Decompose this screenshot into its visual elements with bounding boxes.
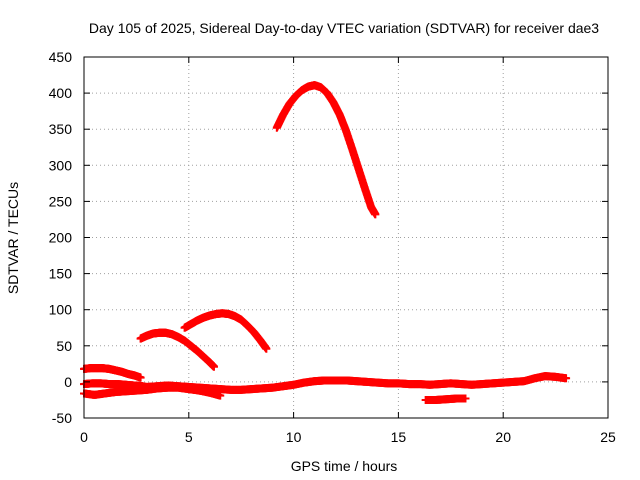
x-tick-label: 20: [495, 429, 511, 445]
y-tick-label: 450: [49, 49, 73, 65]
data-point: [136, 373, 145, 382]
series-arc-low-5: [421, 394, 470, 404]
x-tick-label: 5: [185, 429, 193, 445]
x-tick-label: 0: [80, 429, 88, 445]
y-tick-label: 100: [49, 302, 73, 318]
y-tick-label: 200: [49, 230, 73, 246]
chart-title: Day 105 of 2025, Sidereal Day-to-day VTE…: [89, 20, 599, 36]
y-tick-label: -50: [52, 410, 72, 426]
y-tick-label: 0: [64, 374, 72, 390]
series-arc-low-4: [132, 372, 571, 394]
y-tick-label: 350: [49, 121, 73, 137]
x-tick-label: 15: [391, 429, 407, 445]
y-tick-label: 50: [56, 338, 72, 354]
axis-ticks: 0 5 10 15 20 25 -50 0 50 100 150 200 250 300 350 400 450: [49, 49, 616, 445]
x-tick-label: 10: [286, 429, 302, 445]
y-tick-label: 250: [49, 193, 73, 209]
data-series: [80, 81, 571, 404]
y-axis-label: SDTVAR / TECUs: [5, 182, 21, 294]
series-arc-mid-1: [136, 328, 218, 371]
data-point: [262, 344, 271, 353]
y-tick-label: 150: [49, 266, 73, 282]
x-axis-label: GPS time / hours: [291, 458, 398, 474]
y-tick-label: 300: [49, 157, 73, 173]
series-arc-mid-2: [180, 309, 271, 353]
y-tick-label: 400: [49, 85, 73, 101]
data-point: [461, 394, 470, 403]
data-point: [209, 362, 218, 371]
x-tick-label: 25: [600, 429, 616, 445]
data-point: [371, 210, 380, 219]
series-arc-high: [272, 81, 380, 219]
data-point: [562, 374, 571, 383]
series-arc-low-1: [80, 364, 145, 382]
